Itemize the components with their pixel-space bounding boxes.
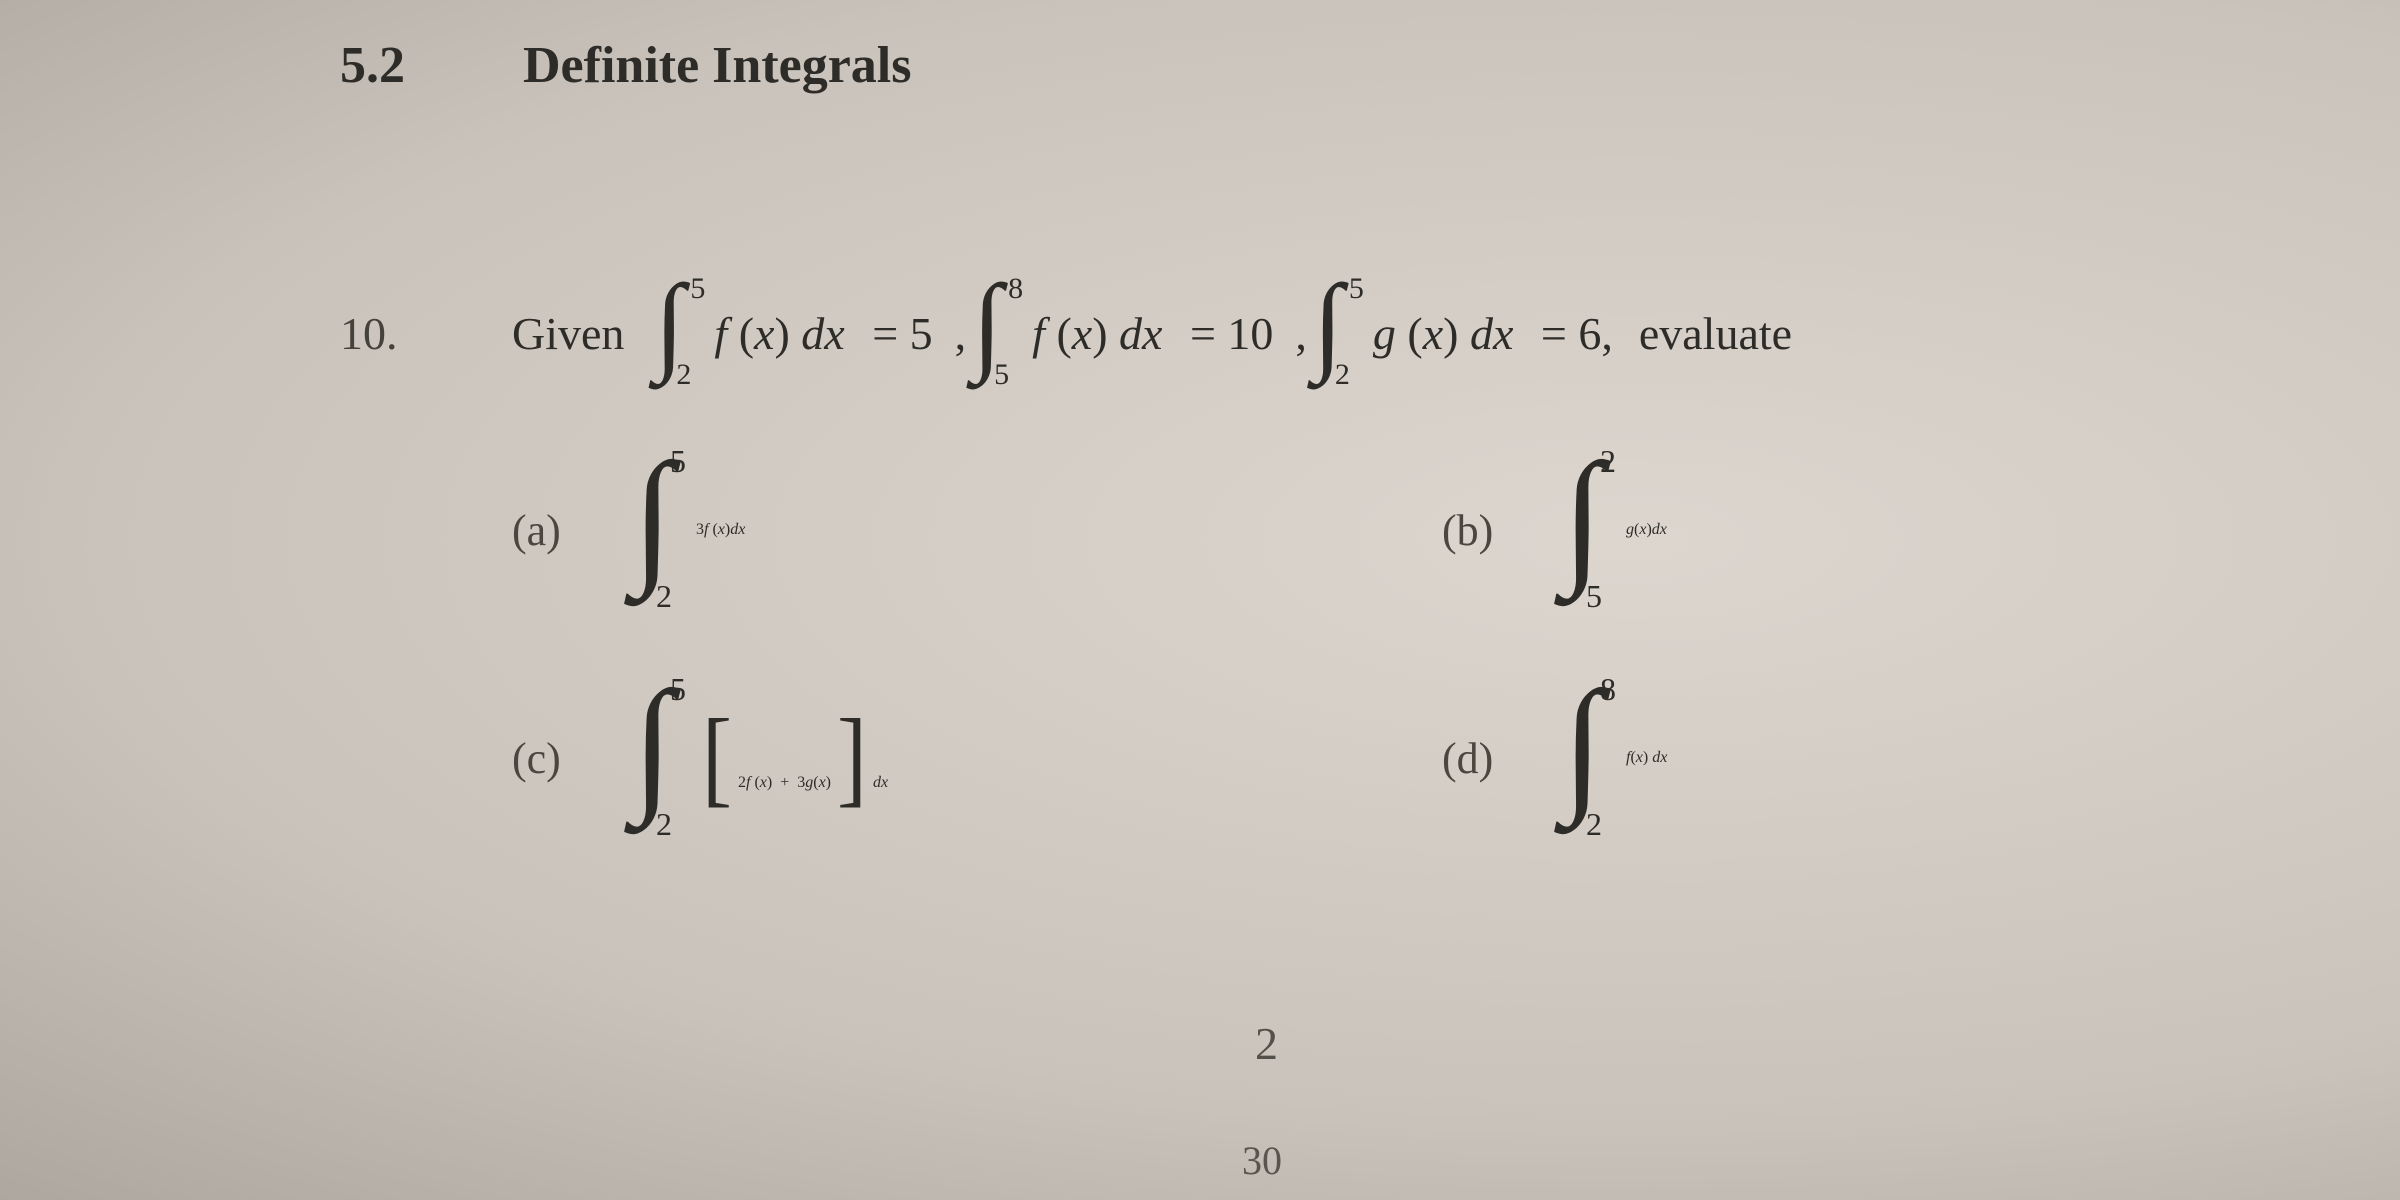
integrand: f (x) dx = 5 [714, 307, 948, 360]
given-label: Given [512, 307, 624, 360]
page-number: 30 [1242, 1137, 1282, 1184]
subpart-label: (b) [1442, 505, 1572, 556]
upper-limit: 8 [1600, 671, 1616, 708]
lower-limit: 2 [676, 358, 691, 392]
dx: dx [1652, 749, 1667, 766]
given-integral-2: ∫ 8 5 f (x) dx = 10 [980, 288, 1289, 378]
var: x [760, 774, 767, 791]
subpart-label: (d) [1442, 733, 1572, 784]
lower-limit: 2 [1586, 806, 1602, 843]
eq: = 5 [872, 308, 932, 359]
var: x [1423, 308, 1443, 359]
integrand: 3f (x)dx [696, 521, 745, 539]
section-title: Definite Integrals [523, 37, 911, 94]
lower-limit: 2 [1335, 358, 1350, 392]
integral-b: ∫ 2 5 g(x)dx [1572, 485, 1667, 575]
section-header: 5.2 Definite Integrals [340, 36, 911, 95]
dx: dx [1470, 308, 1513, 359]
integral-sign-icon: ∫ 5 2 [642, 693, 682, 823]
textbook-page: 5.2 Definite Integrals 10. Given ∫ 5 2 f… [0, 0, 2400, 1200]
subpart-label: (c) [512, 733, 642, 784]
separator: , [1295, 307, 1307, 360]
dx: dx [873, 774, 888, 791]
var2: x [819, 774, 826, 791]
upper-limit: 5 [690, 272, 705, 306]
lower-limit: 2 [656, 806, 672, 843]
lower-limit: 5 [1586, 578, 1602, 615]
given-row: 10. Given ∫ 5 2 f (x) dx = 5 , ∫ [340, 288, 2240, 378]
fn: g [1373, 308, 1396, 359]
fn: g [1626, 521, 1634, 538]
upper-limit: 5 [670, 443, 686, 480]
integral-d: ∫ 8 2 f(x) dx [1572, 713, 1667, 803]
integrand: g (x) dx = 6, [1373, 307, 1629, 360]
eq: = 10 [1190, 308, 1273, 359]
subpart-c: (c) ∫ 5 2 [2f (x)+3g(x)]dx [512, 713, 1442, 803]
fn: f [1032, 308, 1045, 359]
subpart-label: (a) [512, 505, 642, 556]
integral-sign-icon: ∫ 5 2 [1321, 288, 1359, 378]
subparts: (a) ∫ 5 2 3f (x)dx (b) [512, 460, 2272, 916]
integrand: f(x) dx [1626, 749, 1667, 767]
problem-10: 10. Given ∫ 5 2 f (x) dx = 5 , ∫ [340, 288, 2240, 378]
subpart-row-1: (a) ∫ 5 2 3f (x)dx (b) [512, 460, 2272, 600]
dx: dx [730, 521, 745, 538]
upper-limit: 5 [670, 671, 686, 708]
given-integral-1: ∫ 5 2 f (x) dx = 5 [662, 288, 948, 378]
subpart-row-2: (c) ∫ 5 2 [2f (x)+3g(x)]dx (d) [512, 688, 2272, 828]
var: x [1636, 749, 1643, 766]
dx: dx [1119, 308, 1162, 359]
integral-c: ∫ 5 2 [2f (x)+3g(x)]dx [642, 713, 888, 803]
var: x [754, 308, 774, 359]
integral-sign-icon: ∫ 8 5 [980, 288, 1018, 378]
dx: dx [801, 308, 844, 359]
problem-number: 10. [340, 307, 512, 360]
mid-page-number: 2 [1255, 1017, 1278, 1070]
coef1: 2 [738, 774, 746, 791]
fn: f [714, 308, 727, 359]
upper-limit: 8 [1008, 272, 1023, 306]
lower-limit: 5 [994, 358, 1009, 392]
coef: 3 [696, 521, 704, 538]
given-integral-3: ∫ 5 2 g (x) dx = 6, [1321, 288, 1629, 378]
plus: + [780, 774, 789, 791]
integral-sign-icon: ∫ 5 2 [642, 465, 682, 595]
lower-limit: 2 [656, 578, 672, 615]
evaluate-label: evaluate [1639, 307, 1792, 360]
subpart-b: (b) ∫ 2 5 g(x)dx [1442, 485, 2242, 575]
integrand: g(x)dx [1626, 521, 1667, 539]
integrand: [2f (x)+3g(x)]dx [696, 713, 888, 803]
upper-limit: 2 [1600, 443, 1616, 480]
upper-limit: 5 [1349, 272, 1364, 306]
integral-sign-icon: ∫ 8 2 [1572, 693, 1612, 823]
dx: dx [1652, 521, 1667, 538]
var: x [1072, 308, 1092, 359]
integral-sign-icon: ∫ 2 5 [1572, 465, 1612, 595]
section-number: 5.2 [340, 36, 510, 95]
integral-a: ∫ 5 2 3f (x)dx [642, 485, 745, 575]
subpart-d: (d) ∫ 8 2 f(x) dx [1442, 713, 2242, 803]
subpart-a: (a) ∫ 5 2 3f (x)dx [512, 485, 1442, 575]
separator: , [955, 307, 967, 360]
integrand: f (x) dx = 10 [1032, 307, 1289, 360]
eq: = 6, [1541, 308, 1613, 359]
integral-sign-icon: ∫ 5 2 [662, 288, 700, 378]
var: x [718, 521, 725, 538]
